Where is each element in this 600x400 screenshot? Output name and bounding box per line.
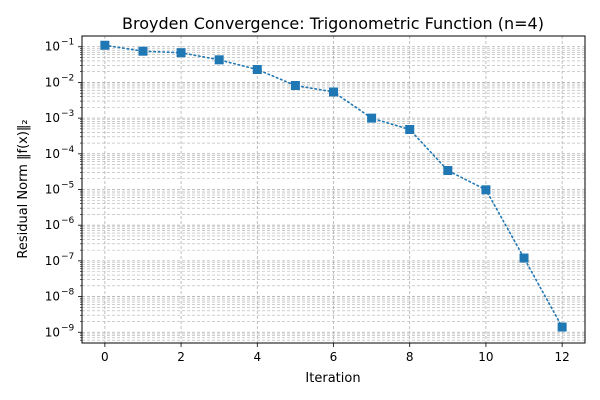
y-tick-exponent: −5	[61, 181, 74, 191]
x-axis: 0 2 4 6 8 10 12	[101, 343, 570, 364]
grid	[82, 36, 585, 343]
y-axis-label: Residual Norm ‖f(x)‖₂	[16, 119, 31, 258]
chart-title: Broyden Convergence: Trigonometric Funct…	[122, 14, 544, 33]
y-tick-exponent: −1	[61, 38, 74, 48]
x-tick-label: 12	[554, 350, 569, 364]
y-tick-exponent: −3	[61, 109, 74, 119]
y-tick-exponent: −4	[61, 145, 75, 155]
y-tick-label: 10	[45, 147, 60, 161]
y-tick-exponent: −9	[61, 323, 75, 333]
y-tick-exponent: −6	[61, 216, 75, 226]
y-tick-label: 10	[45, 75, 60, 89]
data-point	[329, 87, 338, 97]
x-tick-label: 8	[406, 350, 414, 364]
data-point	[214, 55, 224, 65]
y-tick-label: 10	[45, 254, 60, 268]
y-tick-label: 10	[45, 183, 60, 197]
data-point	[252, 65, 262, 75]
series-residual	[100, 40, 567, 332]
data-point	[481, 185, 491, 195]
data-point	[519, 253, 529, 263]
x-tick-label: 4	[253, 350, 261, 364]
y-tick-label: 10	[45, 218, 60, 232]
data-point	[290, 81, 300, 91]
y-tick-exponent: −7	[61, 252, 74, 262]
data-point	[100, 40, 110, 50]
x-tick-label: 10	[478, 350, 493, 364]
x-axis-label: Iteration	[305, 371, 360, 386]
y-axis: 10−910−810−710−610−510−410−310−210−1	[45, 38, 82, 341]
data-point	[443, 166, 453, 176]
y-tick-label: 10	[45, 40, 60, 54]
data-point	[176, 48, 186, 58]
x-tick-label: 0	[101, 350, 109, 364]
y-tick-exponent: −2	[61, 73, 74, 83]
y-tick-label: 10	[45, 290, 60, 304]
x-tick-label: 2	[177, 350, 185, 364]
y-tick-label: 10	[45, 325, 60, 339]
x-tick-label: 6	[330, 350, 338, 364]
data-point	[138, 46, 148, 56]
y-tick-exponent: −8	[61, 288, 75, 298]
data-point	[557, 322, 567, 332]
y-tick-label: 10	[45, 111, 60, 125]
data-point	[405, 124, 415, 134]
data-point	[367, 113, 377, 123]
